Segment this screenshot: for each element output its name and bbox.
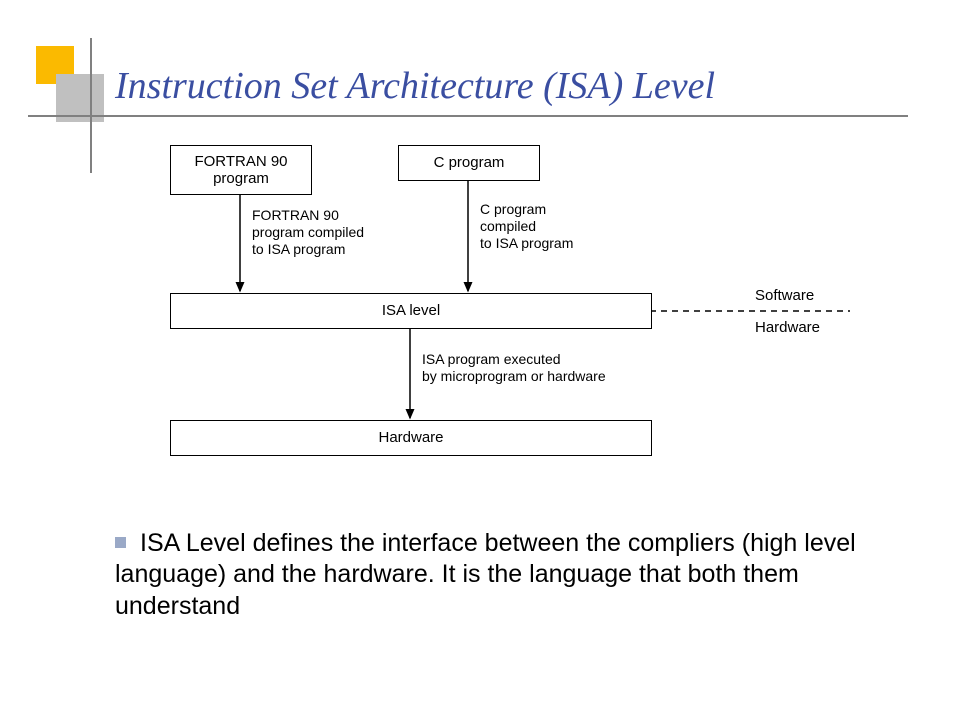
node-fortran: FORTRAN 90program bbox=[170, 145, 312, 195]
isa-diagram: FORTRAN 90program C program ISA level Hardw… bbox=[150, 145, 870, 475]
node-isa: ISA level bbox=[170, 293, 652, 329]
label-software: Software bbox=[755, 287, 814, 305]
decor-line-horizontal bbox=[28, 115, 908, 117]
label-hardware: Hardware bbox=[755, 319, 820, 337]
edge-label-fortran-isa: FORTRAN 90program compiledto ISA program bbox=[252, 207, 364, 257]
body-paragraph: ISA Level defines the interface between … bbox=[115, 529, 856, 620]
edge-label-isa-hw: ISA program executedby microprogram or h… bbox=[422, 351, 606, 385]
edge-label-cprog-isa: C programcompiledto ISA program bbox=[480, 201, 573, 251]
node-hw: Hardware bbox=[170, 420, 652, 456]
bullet-icon bbox=[115, 537, 126, 548]
body-text: ISA Level defines the interface between … bbox=[115, 528, 905, 622]
node-cprog: C program bbox=[398, 145, 540, 181]
decor-line-vertical bbox=[90, 38, 92, 173]
slide-title: Instruction Set Architecture (ISA) Level bbox=[115, 64, 715, 108]
